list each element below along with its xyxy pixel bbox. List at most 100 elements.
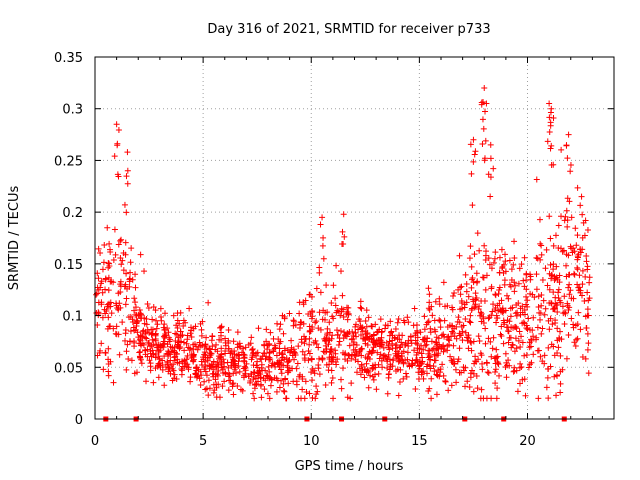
data-point: [506, 257, 513, 264]
data-point: [512, 335, 519, 342]
data-point: [427, 329, 434, 336]
data-point: [194, 372, 201, 379]
data-point: [100, 259, 107, 266]
data-point: [458, 369, 465, 376]
data-point: [453, 323, 460, 330]
data-point: [182, 319, 189, 326]
data-point: [362, 354, 369, 361]
data-point: [499, 309, 506, 316]
data-point: [393, 355, 400, 362]
data-point: [412, 340, 419, 347]
y-tick-label: 0.25: [54, 154, 83, 169]
data-point: [554, 301, 561, 308]
data-point: [498, 297, 505, 304]
data-point: [556, 334, 563, 341]
data-point: [339, 292, 346, 299]
data-point: [105, 356, 112, 363]
data-point: [379, 328, 385, 335]
data-point: [511, 348, 518, 355]
data-point: [448, 382, 455, 389]
data-point: [477, 309, 484, 316]
data-point: [377, 351, 384, 358]
data-point: [482, 108, 489, 115]
data-point: [370, 364, 377, 371]
data-point: [533, 271, 540, 278]
data-point: [550, 242, 557, 249]
data-point: [202, 368, 209, 375]
data-point: [118, 261, 125, 268]
data-point: [550, 289, 557, 296]
data-point: [570, 324, 577, 331]
data-point: [311, 367, 318, 374]
data-point: [197, 368, 204, 375]
data-point: [99, 266, 106, 273]
data-point: [164, 358, 171, 365]
data-point: [436, 373, 443, 380]
data-point: [212, 363, 219, 370]
data-point: [206, 346, 213, 353]
data-point: [483, 100, 490, 107]
data-point: [126, 275, 133, 282]
data-point: [284, 364, 291, 371]
data-point: [312, 337, 319, 344]
data-point: [143, 378, 150, 385]
data-point: [300, 320, 307, 327]
data-point: [438, 332, 445, 339]
data-point: [220, 370, 227, 377]
data-point: [115, 127, 122, 134]
data-point: [227, 350, 234, 357]
data-point: [266, 368, 273, 375]
data-point: [579, 267, 586, 274]
data-point: [585, 370, 592, 377]
data-point: [312, 395, 319, 402]
data-point: [513, 367, 520, 374]
data-point: [546, 326, 553, 333]
data-point: [545, 344, 552, 351]
data-point: [421, 337, 428, 344]
data-point: [251, 385, 258, 392]
data-point: [564, 302, 571, 309]
data-point: [428, 395, 435, 402]
data-point: [491, 255, 498, 262]
data-point: [338, 305, 345, 312]
data-point: [566, 291, 573, 298]
data-point: [250, 390, 257, 397]
data-point: [516, 380, 523, 387]
data-point: [144, 326, 151, 333]
data-point: [111, 226, 118, 233]
data-point: [478, 99, 485, 106]
data-point: [134, 318, 141, 325]
data-point: [187, 378, 194, 385]
data-point: [235, 363, 242, 370]
data-point: [149, 326, 156, 333]
data-point: [358, 325, 365, 332]
data-point: [317, 221, 324, 228]
data-point: [456, 345, 463, 352]
data-point: [98, 340, 105, 347]
data-point: [246, 379, 253, 386]
data-point: [164, 341, 171, 348]
data-point: [473, 294, 480, 301]
data-point: [258, 381, 265, 388]
data-point: [263, 326, 270, 333]
data-point: [160, 324, 167, 331]
data-points: [93, 85, 593, 402]
data-point: [167, 370, 174, 377]
data-point: [462, 316, 469, 323]
data-point: [379, 364, 386, 371]
data-point: [131, 343, 138, 350]
y-tick-label: 0.2: [62, 206, 83, 221]
data-point: [472, 148, 479, 155]
data-point: [484, 369, 491, 376]
data-point: [481, 85, 488, 92]
data-point: [388, 328, 395, 335]
data-point: [480, 125, 487, 132]
data-point: [440, 342, 447, 349]
data-point: [404, 314, 411, 321]
data-point: [179, 358, 186, 365]
data-point: [398, 339, 405, 346]
data-point: [557, 352, 564, 359]
data-point: [171, 354, 178, 361]
data-point: [483, 359, 490, 366]
data-point: [504, 317, 511, 324]
